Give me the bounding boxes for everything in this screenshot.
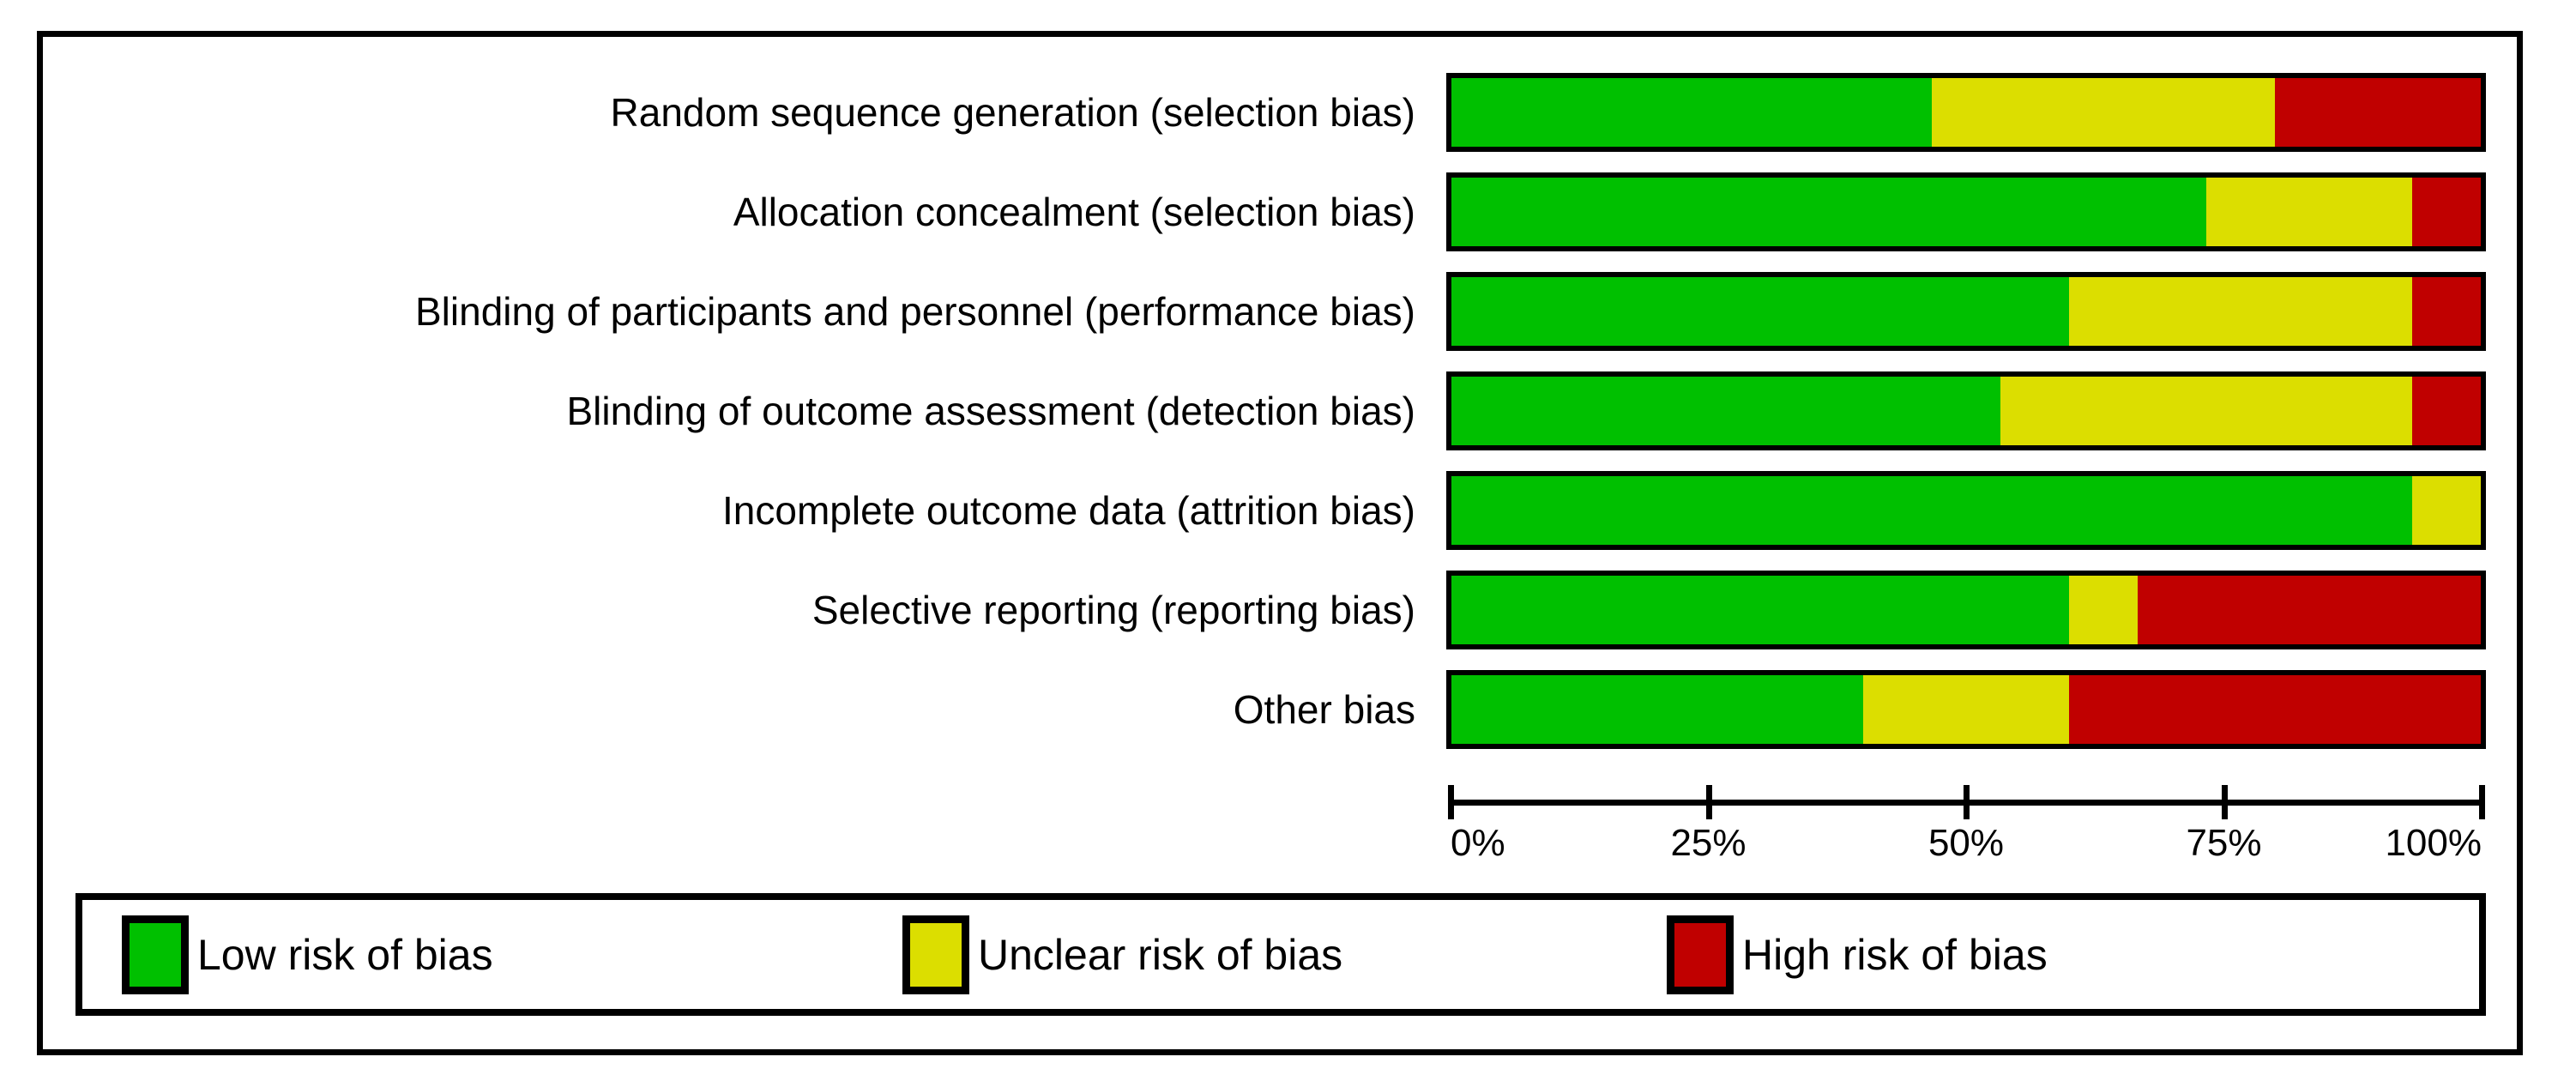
- bias-domain-row: Allocation concealment (selection bias): [43, 172, 2517, 251]
- bar-segment-unclear: [2069, 576, 2139, 644]
- legend-entry: Low risk of bias: [122, 900, 493, 1009]
- bar-segment-low: [1451, 277, 2069, 346]
- bar-segment-unclear: [1932, 78, 2275, 147]
- row-label: Selective reporting (reporting bias): [811, 588, 1415, 632]
- low-risk-swatch-icon: [122, 915, 189, 994]
- bar-segment-unclear: [2411, 476, 2481, 545]
- bar-segment-high: [2411, 277, 2481, 346]
- legend-label: Low risk of bias: [197, 930, 493, 979]
- bar-segment-unclear: [2205, 178, 2412, 246]
- bias-domain-row: Selective reporting (reporting bias): [43, 571, 2517, 649]
- bar-segment-high: [2411, 377, 2481, 445]
- bar-segment-high: [2138, 576, 2481, 644]
- bar-segment-low: [1451, 675, 1863, 744]
- bias-domain-row: Random sequence generation (selection bi…: [43, 73, 2517, 152]
- legend-label: Unclear risk of bias: [978, 930, 1343, 979]
- bar-segment-low: [1451, 377, 2000, 445]
- tick-label: 100%: [2385, 822, 2482, 864]
- row-label: Random sequence generation (selection bi…: [610, 90, 1415, 135]
- tick-mark: [1964, 785, 1970, 819]
- legend-entry: Unclear risk of bias: [902, 900, 1342, 1009]
- tick-label: 0%: [1451, 822, 1505, 864]
- tick-mark: [1448, 785, 1454, 819]
- tick-mark: [2479, 785, 2485, 819]
- bar-segment-high: [2274, 78, 2481, 147]
- row-label: Allocation concealment (selection bias): [733, 190, 1415, 234]
- chart-frame: Random sequence generation (selection bi…: [37, 31, 2523, 1055]
- row-label: Other bias: [1233, 687, 1415, 732]
- bias-domain-row: Blinding of participants and personnel (…: [43, 272, 2517, 351]
- unclear-risk-swatch-icon: [902, 915, 969, 994]
- legend-label: High risk of bias: [1742, 930, 2048, 979]
- bias-domain-row: Other bias: [43, 670, 2517, 749]
- row-label: Blinding of participants and personnel (…: [415, 289, 1415, 334]
- tick-mark: [2221, 785, 2228, 819]
- bar-segment-low: [1451, 78, 1933, 147]
- bar-segment-high: [2069, 675, 2481, 744]
- bar-segment-high: [2411, 178, 2481, 246]
- row-label: Incomplete outcome data (attrition bias): [722, 488, 1415, 533]
- bias-domain-row: Incomplete outcome data (attrition bias): [43, 471, 2517, 550]
- stacked-bar: [1446, 670, 2486, 749]
- stacked-bar: [1446, 272, 2486, 351]
- stacked-bar: [1446, 571, 2486, 649]
- bar-segment-unclear: [2069, 277, 2412, 346]
- stacked-bar: [1446, 371, 2486, 450]
- legend: Low risk of bias Unclear risk of bias High…: [75, 893, 2486, 1016]
- high-risk-swatch-icon: [1667, 915, 1734, 994]
- stacked-bar: [1446, 73, 2486, 152]
- bar-segment-unclear: [2000, 377, 2412, 445]
- bar-segment-low: [1451, 476, 2412, 545]
- bar-segment-low: [1451, 576, 2069, 644]
- stacked-bar: [1446, 471, 2486, 550]
- tick-label: 50%: [1927, 822, 2005, 864]
- bias-domain-row: Blinding of outcome assessment (detectio…: [43, 371, 2517, 450]
- bar-segment-unclear: [1863, 675, 2069, 744]
- tick-label: 75%: [2186, 822, 2262, 864]
- stacked-bar: [1446, 172, 2486, 251]
- tick-label: 25%: [1670, 822, 1746, 864]
- bar-segment-low: [1451, 178, 2206, 246]
- tick-mark: [1705, 785, 1712, 819]
- legend-entry: High risk of bias: [1667, 900, 2048, 1009]
- row-label: Blinding of outcome assessment (detectio…: [566, 389, 1415, 433]
